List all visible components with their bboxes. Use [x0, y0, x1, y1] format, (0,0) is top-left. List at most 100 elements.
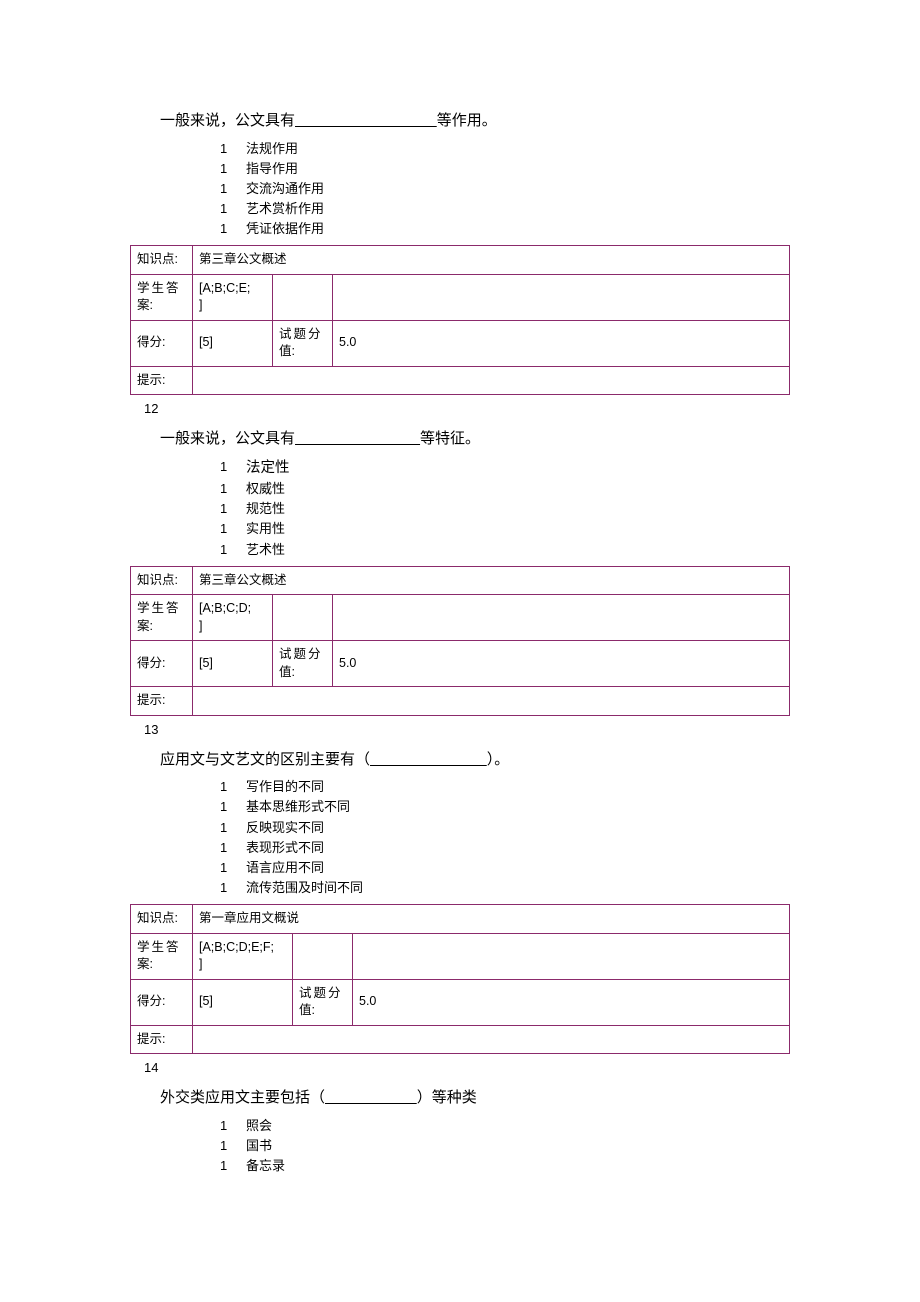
option-num: 1: [220, 797, 246, 817]
option-num: 1: [220, 219, 246, 239]
option-text: 指导作用: [246, 159, 298, 179]
value-value: 5.0: [353, 979, 790, 1025]
empty-cell: [333, 274, 790, 320]
score-value: [5]: [193, 979, 293, 1025]
option-text: 反映现实不同: [246, 818, 324, 838]
option-item: 1实用性: [220, 519, 790, 539]
option-item: 1流传范围及时间不同: [220, 878, 790, 898]
option-item: 1凭证依据作用: [220, 219, 790, 239]
option-item: 1国书: [220, 1136, 790, 1156]
stem-pre: 一般来说，公文具有: [160, 430, 295, 447]
option-item: 1语言应用不同: [220, 858, 790, 878]
question-stem: 应用文与文艺文的区别主要有（ ）。: [130, 749, 790, 772]
option-item: 1法规作用: [220, 139, 790, 159]
question-number: 12: [144, 401, 790, 416]
question-stem: 外交类应用文主要包括（ ）等种类: [130, 1087, 790, 1110]
option-num: 1: [220, 479, 246, 499]
option-item: 1指导作用: [220, 159, 790, 179]
stem-blank: [325, 1089, 417, 1106]
option-text: 备忘录: [246, 1156, 285, 1176]
empty-cell: [273, 274, 333, 320]
question-block: 应用文与文艺文的区别主要有（ ）。1写作目的不同1基本思维形式不同1反映现实不同…: [130, 749, 790, 1075]
option-text: 法定性: [246, 457, 290, 479]
score-value: [5]: [193, 641, 273, 687]
hint-value: [193, 687, 790, 716]
value-label: 试题分值:: [273, 641, 333, 687]
option-num: 1: [220, 457, 246, 479]
answer-label: 学生答案:: [131, 595, 193, 641]
empty-cell: [353, 933, 790, 979]
option-text: 权威性: [246, 479, 285, 499]
option-item: 1艺术性: [220, 540, 790, 560]
stem-post: 等作用。: [437, 112, 497, 129]
option-num: 1: [220, 1116, 246, 1136]
question-stem: 一般来说，公文具有 等特征。: [130, 428, 790, 451]
stem-post: 等特征。: [420, 430, 480, 447]
option-item: 1艺术赏析作用: [220, 199, 790, 219]
option-num: 1: [220, 519, 246, 539]
stem-pre: 外交类应用文主要包括（: [160, 1089, 325, 1106]
value-value: 5.0: [333, 641, 790, 687]
option-text: 规范性: [246, 499, 285, 519]
option-num: 1: [220, 199, 246, 219]
kp-label: 知识点:: [131, 905, 193, 934]
option-item: 1权威性: [220, 479, 790, 499]
option-num: 1: [220, 159, 246, 179]
option-text: 艺术性: [246, 540, 285, 560]
answer-label: 学生答案:: [131, 933, 193, 979]
kp-value: 第一章应用文概说: [193, 905, 790, 934]
kp-value: 第三章公文概述: [193, 566, 790, 595]
option-text: 国书: [246, 1136, 272, 1156]
hint-label: 提示:: [131, 1025, 193, 1054]
option-num: 1: [220, 1136, 246, 1156]
kp-value: 第三章公文概述: [193, 246, 790, 275]
value-label: 试题分值:: [273, 320, 333, 366]
option-num: 1: [220, 540, 246, 560]
option-text: 艺术赏析作用: [246, 199, 324, 219]
hint-label: 提示:: [131, 687, 193, 716]
option-item: 1规范性: [220, 499, 790, 519]
option-num: 1: [220, 838, 246, 858]
options-list: 1法定性1权威性1规范性1实用性1艺术性: [220, 457, 790, 560]
option-num: 1: [220, 179, 246, 199]
option-text: 实用性: [246, 519, 285, 539]
option-item: 1写作目的不同: [220, 777, 790, 797]
option-text: 写作目的不同: [246, 777, 324, 797]
score-label: 得分:: [131, 979, 193, 1025]
option-num: 1: [220, 1156, 246, 1176]
answer-value: [A;B;C;D;]: [193, 595, 273, 641]
option-item: 1备忘录: [220, 1156, 790, 1176]
hint-value: [193, 366, 790, 395]
stem-pre: 一般来说，公文具有: [160, 112, 295, 129]
score-label: 得分:: [131, 641, 193, 687]
answer-value: [A;B;C;E;]: [193, 274, 273, 320]
empty-cell: [293, 933, 353, 979]
options-list: 1法规作用1指导作用1交流沟通作用1艺术赏析作用1凭证依据作用: [220, 139, 790, 240]
option-text: 交流沟通作用: [246, 179, 324, 199]
meta-table: 知识点:第一章应用文概说学生答案:[A;B;C;D;E;F;]得分:[5]试题分…: [130, 904, 790, 1054]
question-number: 14: [144, 1060, 790, 1075]
empty-cell: [333, 595, 790, 641]
option-text: 法规作用: [246, 139, 298, 159]
option-text: 语言应用不同: [246, 858, 324, 878]
option-num: 1: [220, 858, 246, 878]
kp-label: 知识点:: [131, 246, 193, 275]
meta-table: 知识点:第三章公文概述学生答案:[A;B;C;E;]得分:[5]试题分值:5.0…: [130, 245, 790, 395]
question-block: 一般来说，公文具有 等特征。1法定性1权威性1规范性1实用性1艺术性知识点:第三…: [130, 428, 790, 737]
stem-post: ）等种类: [417, 1089, 477, 1106]
stem-pre: 应用文与文艺文的区别主要有（: [160, 751, 370, 768]
score-label: 得分:: [131, 320, 193, 366]
option-item: 1基本思维形式不同: [220, 797, 790, 817]
kp-label: 知识点:: [131, 566, 193, 595]
meta-table: 知识点:第三章公文概述学生答案:[A;B;C;D;]得分:[5]试题分值:5.0…: [130, 566, 790, 716]
empty-cell: [273, 595, 333, 641]
option-text: 流传范围及时间不同: [246, 878, 363, 898]
option-num: 1: [220, 777, 246, 797]
option-num: 1: [220, 878, 246, 898]
score-value: [5]: [193, 320, 273, 366]
options-list: 1写作目的不同1基本思维形式不同1反映现实不同1表现形式不同1语言应用不同1流传…: [220, 777, 790, 898]
option-item: 1照会: [220, 1116, 790, 1136]
question-block: 一般来说，公文具有 等作用。1法规作用1指导作用1交流沟通作用1艺术赏析作用1凭…: [130, 110, 790, 416]
question-number: 13: [144, 722, 790, 737]
option-text: 凭证依据作用: [246, 219, 324, 239]
